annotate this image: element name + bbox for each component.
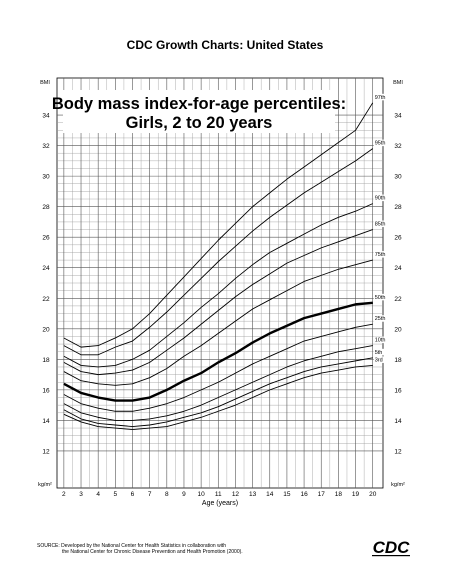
- series-label: 3rd: [375, 357, 383, 363]
- x-axis-label: Age (years): [202, 500, 238, 507]
- series-label-bg: [373, 348, 386, 356]
- subtitle: Girls, 2 to 20 years: [126, 114, 273, 132]
- y-tick-label: 18: [42, 357, 50, 364]
- y-tick-label: 18: [394, 357, 402, 364]
- series-label: 75th: [375, 252, 386, 258]
- y-axis-label: kg/m²: [391, 482, 405, 488]
- x-tick-label: 17: [318, 491, 326, 498]
- x-tick-label: 12: [232, 491, 240, 498]
- y-tick-label: 30: [394, 174, 402, 181]
- y-axis-label: BMI: [393, 80, 403, 86]
- y-tick-label: 34: [394, 113, 402, 120]
- y-axis-label: BMI: [40, 80, 50, 86]
- x-tick-label: 19: [352, 491, 360, 498]
- x-tick-label: 15: [283, 491, 291, 498]
- percentile-line: [63, 102, 374, 348]
- percentile-line: [63, 301, 373, 402]
- percentile-line: [63, 148, 373, 356]
- y-tick-label: 32: [42, 143, 50, 150]
- x-tick-label: 3: [79, 491, 83, 498]
- y-tick-label: 24: [394, 265, 402, 272]
- x-tick-label: 7: [148, 491, 152, 498]
- series-label-bg: [373, 293, 386, 301]
- series-label: 10th: [375, 338, 386, 344]
- series-label-bg: [373, 93, 386, 101]
- y-tick-label: 22: [42, 296, 50, 303]
- y-tick-label: 28: [394, 204, 402, 211]
- series-label-bg: [373, 356, 386, 363]
- x-tick-label: 18: [335, 491, 343, 498]
- y-tick-label: 20: [394, 326, 402, 333]
- y-tick-label: 34: [42, 113, 50, 120]
- x-tick-label: 16: [300, 491, 308, 498]
- series-label-bg: [373, 194, 386, 202]
- y-tick-label: 14: [394, 418, 402, 425]
- y-tick-label: 12: [394, 448, 402, 455]
- series-label-bg: [373, 315, 386, 322]
- percentile-line: [63, 203, 373, 368]
- subtitle: Body mass index-for-age percentiles:: [52, 95, 346, 113]
- y-tick-label: 20: [42, 326, 50, 333]
- x-tick-label: 4: [96, 491, 100, 498]
- y-tick-label: 14: [42, 418, 50, 425]
- series-label: 95th: [375, 141, 386, 147]
- percentile-line: [63, 345, 373, 421]
- y-tick-label: 32: [394, 143, 402, 150]
- x-tick-label: 9: [182, 491, 186, 498]
- series-label-bg: [373, 336, 386, 344]
- percentile-line: [63, 259, 373, 386]
- source: the National Center for Chronic Disease …: [62, 549, 243, 555]
- logo-rule: [372, 555, 410, 557]
- x-tick-label: 2: [62, 491, 66, 498]
- percentile-line: [63, 357, 373, 427]
- y-tick-label: 26: [42, 235, 50, 242]
- y-tick-label: 22: [394, 296, 402, 303]
- x-tick-label: 11: [215, 491, 222, 498]
- series-label-bg: [373, 251, 386, 258]
- y-tick-label: 28: [42, 204, 50, 211]
- x-tick-label: 6: [131, 491, 135, 498]
- series-label-bg: [373, 139, 386, 147]
- y-tick-label: 12: [42, 448, 50, 455]
- percentile-line: [63, 365, 373, 431]
- x-tick-label: 20: [369, 491, 377, 498]
- y-tick-label: 16: [42, 387, 50, 394]
- x-tick-label: 8: [165, 491, 169, 498]
- y-tick-label: 16: [394, 387, 402, 394]
- chart-title: CDC Growth Charts: United States: [127, 38, 324, 52]
- series-label: 5th: [375, 350, 383, 356]
- series-label: 85th: [375, 222, 386, 228]
- y-axis-label: kg/m²: [38, 482, 52, 488]
- y-tick-label: 26: [394, 235, 402, 242]
- x-tick-label: 5: [114, 491, 118, 498]
- percentile-line: [63, 323, 373, 412]
- x-tick-label: 10: [198, 491, 206, 498]
- series-label: 90th: [375, 196, 386, 202]
- source: SOURCE: Developed by the National Center…: [37, 543, 226, 549]
- x-tick-label: 14: [266, 491, 274, 498]
- subtitle-box: [63, 90, 335, 133]
- series-label-bg: [373, 220, 386, 228]
- logo: CDC: [373, 538, 411, 557]
- x-tick-label: 13: [249, 491, 257, 498]
- series-label: 97th: [375, 95, 386, 101]
- series-label: 25th: [375, 316, 386, 322]
- percentile-line: [63, 229, 373, 376]
- series-label: 50th: [375, 295, 386, 301]
- y-tick-label: 24: [42, 265, 50, 272]
- y-tick-label: 30: [42, 174, 50, 181]
